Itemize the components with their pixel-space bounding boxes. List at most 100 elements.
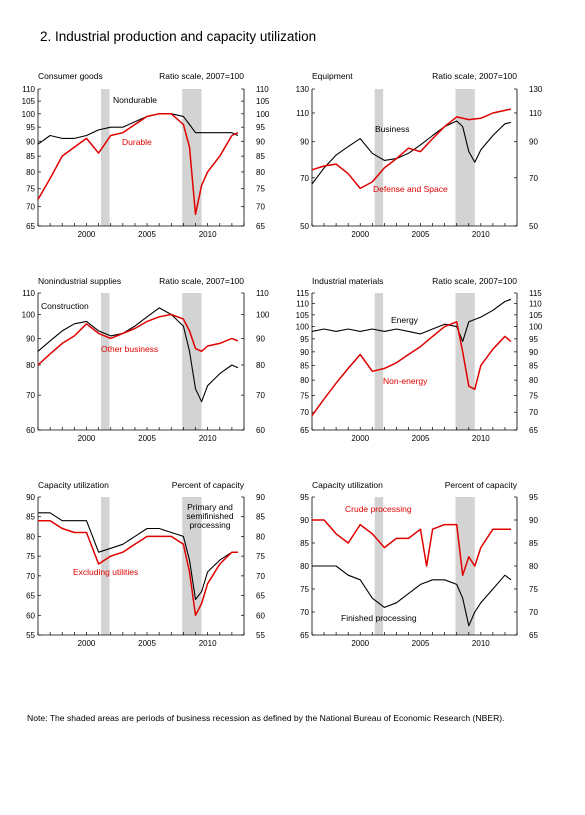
scale-note: Ratio scale, 2007=100 [432, 71, 517, 81]
series-label-energy: Energy [391, 315, 419, 325]
series-line-non-energy [311, 321, 512, 417]
y-tick-label-right: 90 [256, 493, 265, 502]
y-tick-label-right: 105 [529, 311, 543, 320]
y-tick-label-right: 75 [529, 392, 538, 401]
y-tick-label-left: 90 [26, 334, 35, 343]
y-tick-label-left: 80 [26, 168, 35, 177]
series-label-finished-processing: Finished processing [341, 613, 417, 623]
series-label-excluding-utilities: Excluding utilities [73, 567, 138, 577]
y-tick-label-left: 70 [26, 391, 35, 400]
recession-band [374, 497, 384, 635]
footnote: Note: The shaded areas are periods of bu… [27, 713, 505, 723]
y-tick-label-left: 130 [296, 85, 310, 94]
y-tick-label-right: 95 [529, 493, 538, 502]
y-tick-label-left: 70 [300, 174, 309, 183]
y-tick-label-right: 100 [529, 323, 543, 332]
y-tick-label-left: 75 [300, 585, 309, 594]
y-tick-label-left: 65 [300, 631, 309, 640]
recession-band [101, 497, 110, 635]
series-line-energy [311, 298, 512, 342]
y-tick-label-right: 70 [256, 572, 265, 581]
y-tick-label-right: 70 [529, 608, 538, 617]
y-tick-label-left: 95 [300, 493, 309, 502]
chart-title: Capacity utilization [312, 480, 383, 490]
y-tick-label-left: 75 [26, 185, 35, 194]
y-tick-label-right: 60 [256, 611, 265, 620]
chart-equipment: 50 50 70 70 90 90 110 110 130 130 2000 2005 2010 Equ… [296, 71, 543, 239]
y-tick-label-left: 80 [300, 376, 309, 385]
chart-capacity-utilization-primary: 55 55 60 60 65 65 70 70 75 75 80 80 85 85 90 90 2000 2005… [26, 480, 265, 648]
y-tick-label-right: 75 [256, 552, 265, 561]
series-label-construction: Construction [41, 301, 89, 311]
y-tick-label-left: 100 [296, 323, 310, 332]
x-tick-label: 2005 [138, 230, 156, 239]
series-line-defense-and-space [311, 108, 512, 190]
series-label-nondurable: Nondurable [113, 95, 157, 105]
chart-title: Consumer goods [38, 71, 103, 81]
y-tick-label-left: 65 [26, 592, 35, 601]
y-tick-label-left: 95 [300, 335, 309, 344]
y-tick-label-left: 100 [22, 110, 36, 119]
x-tick-label: 2005 [138, 434, 156, 443]
scale-note: Percent of capacity [445, 480, 518, 490]
recession-band [101, 89, 110, 226]
x-tick-label: 2000 [351, 434, 369, 443]
y-tick-label-right: 55 [256, 631, 265, 640]
y-tick-label-right: 110 [256, 85, 269, 94]
series-label-primary-line3: processing [189, 520, 230, 530]
y-tick-label-left: 75 [300, 392, 309, 401]
y-tick-label-right: 60 [256, 426, 265, 435]
recession-band [374, 293, 384, 430]
y-tick-label-left: 80 [300, 562, 309, 571]
x-tick-label: 2010 [199, 230, 217, 239]
y-tick-label-right: 70 [529, 174, 538, 183]
y-tick-label-left: 55 [26, 631, 35, 640]
y-tick-label-left: 90 [300, 348, 309, 357]
chart-capacity-utilization-crude: 65 65 70 70 75 75 80 80 85 85 90 90 95 95 2000 2005 2010… [300, 480, 538, 648]
plot-area: 50 50 70 70 90 90 110 110 130 130 2000 2005 2010 [296, 85, 543, 239]
series-line-crude-processing [312, 519, 511, 576]
y-tick-label-right: 110 [529, 300, 542, 309]
series-label-defense-and-space: Defense and Space [373, 184, 448, 194]
y-tick-label-right: 85 [529, 539, 538, 548]
y-tick-label-left: 60 [26, 611, 35, 620]
y-tick-label-left: 70 [26, 572, 35, 581]
series-label-primary-line1: Primary and [187, 502, 233, 512]
y-tick-label-left: 65 [300, 426, 309, 435]
y-tick-label-right: 80 [256, 168, 265, 177]
x-tick-label: 2005 [138, 639, 156, 648]
series-line-primary-and-semifinished-processing [38, 512, 238, 601]
y-tick-label-left: 80 [26, 532, 35, 541]
y-tick-label-left: 75 [26, 552, 35, 561]
y-tick-label-right: 75 [529, 585, 538, 594]
y-tick-label-left: 110 [296, 300, 309, 309]
y-tick-label-left: 70 [300, 408, 309, 417]
recession-band [182, 89, 202, 226]
y-tick-label-left: 115 [296, 289, 309, 298]
y-tick-label-left: 110 [22, 289, 35, 298]
x-tick-label: 2010 [199, 434, 217, 443]
x-tick-label: 2000 [78, 230, 96, 239]
y-tick-label-right: 100 [256, 110, 270, 119]
y-tick-label-left: 105 [22, 97, 36, 106]
scale-note: Ratio scale, 2007=100 [432, 276, 517, 286]
series-label-business: Business [375, 124, 410, 134]
y-tick-label-right: 65 [529, 631, 538, 640]
series-label-other-business: Other business [101, 344, 158, 354]
series-line-excluding-utilities [38, 519, 238, 617]
y-tick-label-left: 80 [26, 361, 35, 370]
x-tick-label: 2000 [351, 230, 369, 239]
y-tick-label-right: 65 [256, 592, 265, 601]
y-tick-label-right: 90 [256, 334, 265, 343]
x-tick-label: 2010 [472, 639, 490, 648]
scale-note: Ratio scale, 2007=100 [159, 276, 244, 286]
page-title: 2. Industrial production and capacity ut… [40, 29, 317, 44]
series-line-finished-processing [312, 565, 512, 627]
recession-band [101, 293, 110, 430]
y-tick-label-left: 85 [300, 362, 309, 371]
y-tick-label-left: 105 [296, 311, 310, 320]
y-tick-label-right: 80 [256, 361, 265, 370]
chart-industrial-materials: 65 65 70 70 75 75 80 80 85 85 90 90 95 95 100 100 105 105… [296, 276, 543, 443]
plot-area: 55 55 60 60 65 65 70 70 75 75 80 80 85 85 90 90 2000 2005… [26, 493, 265, 648]
y-tick-label-left: 85 [26, 513, 35, 522]
